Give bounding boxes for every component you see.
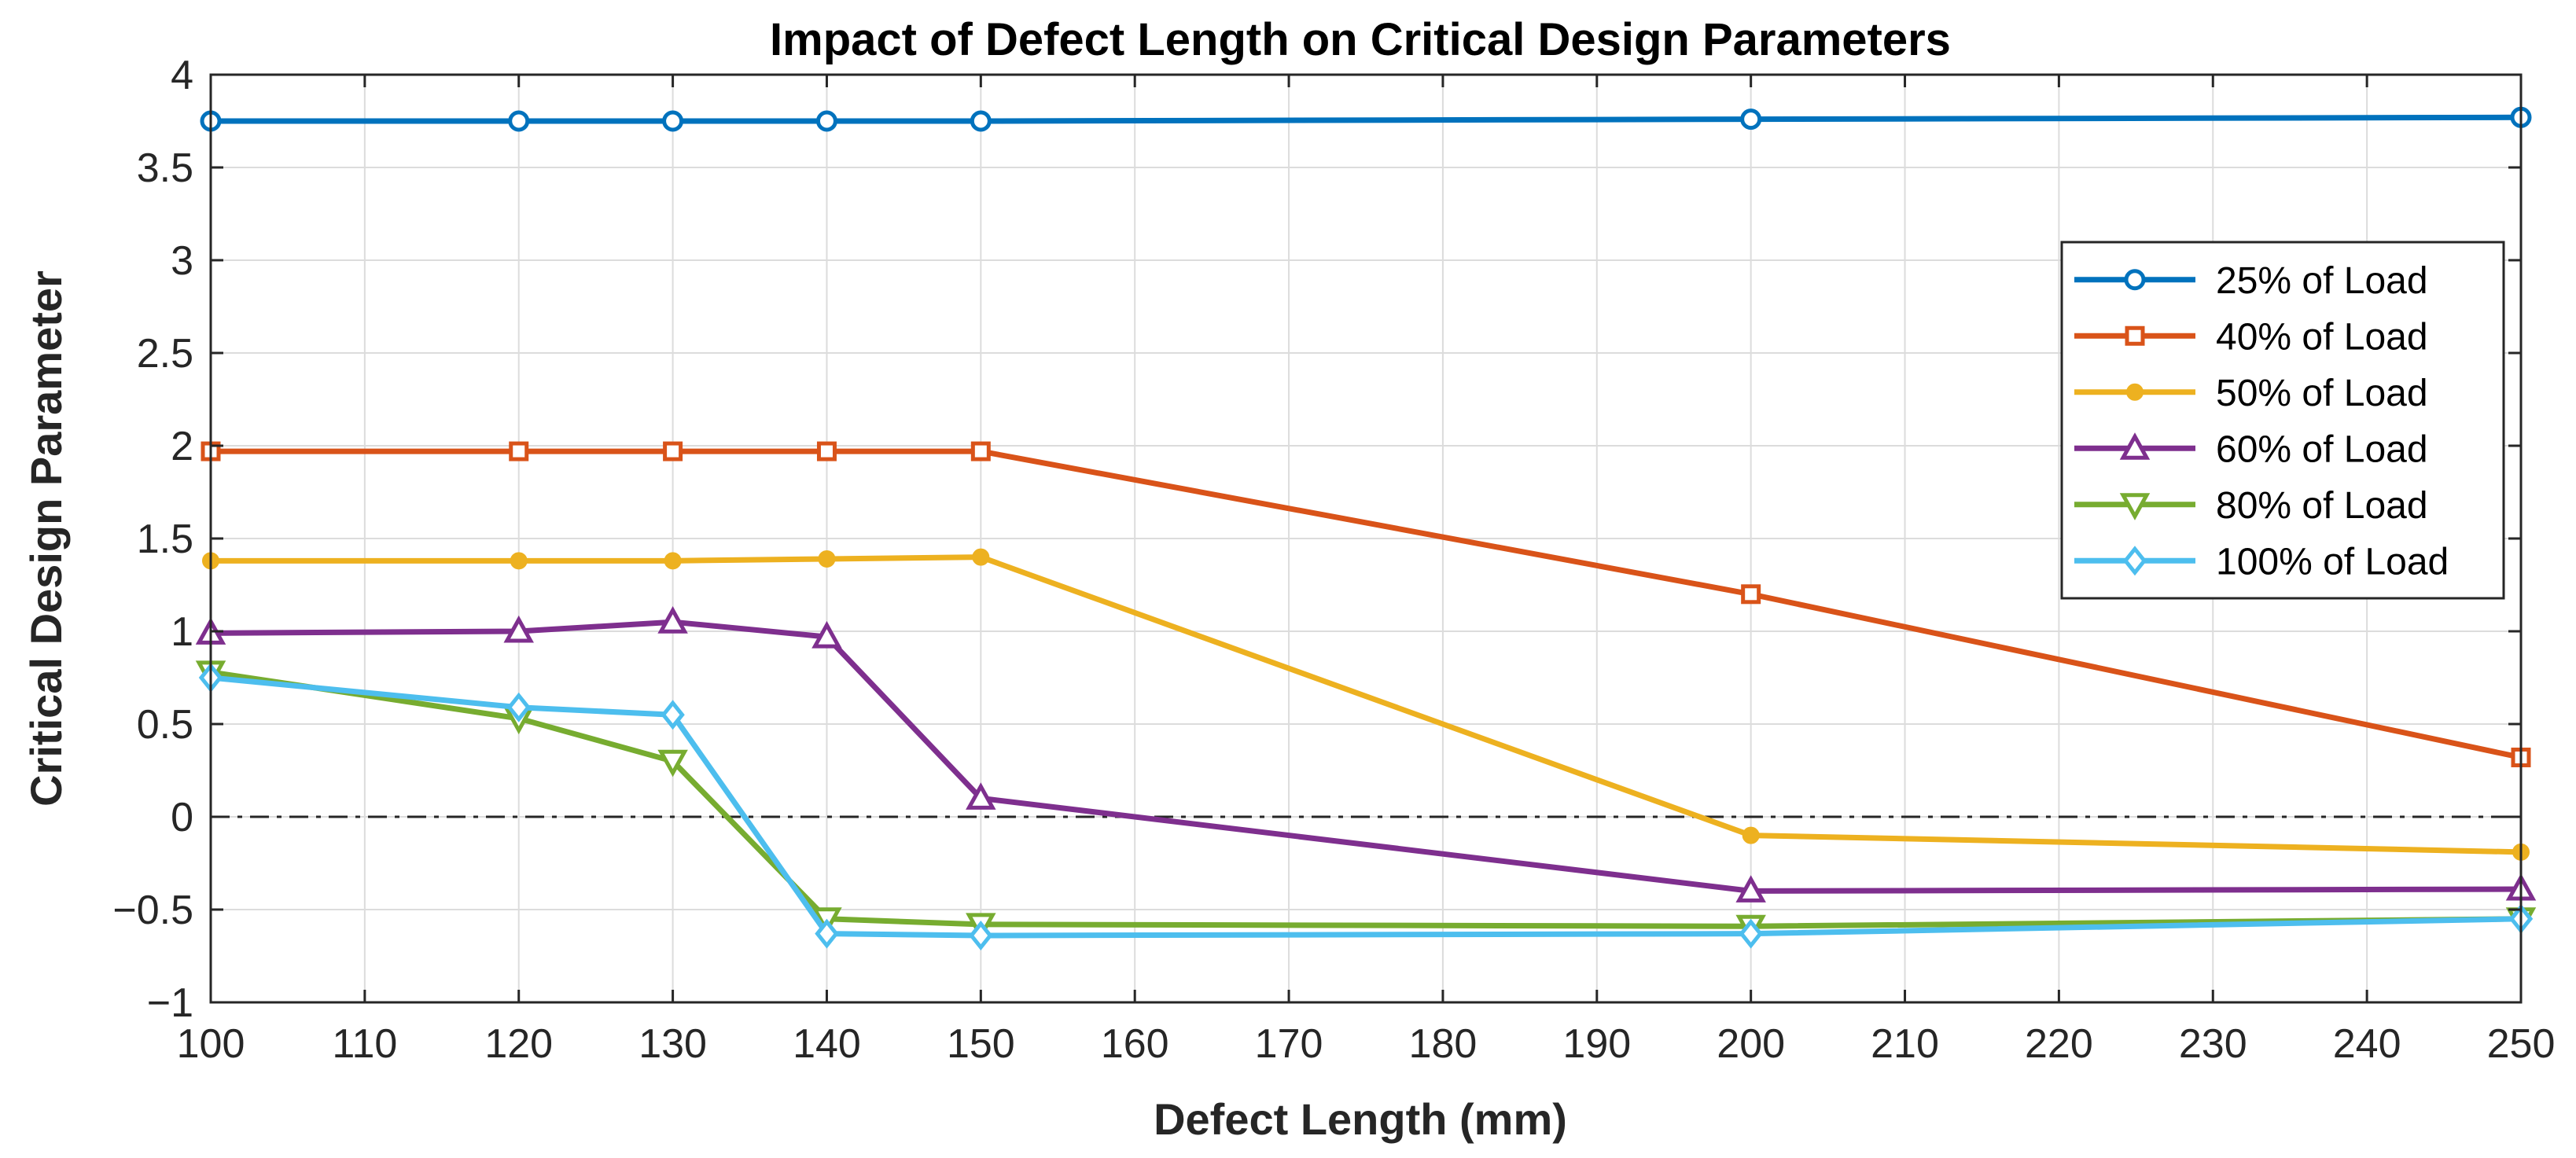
y-tick-label: 1: [171, 609, 193, 655]
x-tick-label: 100: [177, 1021, 245, 1067]
data-point: [972, 548, 990, 566]
x-tick-label: 230: [2179, 1021, 2247, 1067]
y-tick-label: 1.5: [137, 517, 193, 562]
legend-label: 80% of Load: [2216, 485, 2428, 527]
data-point: [970, 110, 992, 132]
series-line: [208, 619, 2524, 894]
x-tick-label: 180: [1409, 1021, 1478, 1067]
axes: [209, 73, 2523, 1004]
tick-labels: 100 110 120 130 140 150 160 170 180 190 200 210 220 2…: [112, 53, 2555, 1067]
data-point: [1742, 826, 1760, 844]
x-tick-label: 220: [2025, 1021, 2093, 1067]
legend-marker: [2119, 432, 2151, 460]
y-tick-label: 0.5: [137, 702, 193, 748]
y-tick-label: 3: [171, 238, 193, 284]
series-line: [208, 675, 2524, 939]
legend-item: 60% of Load: [2074, 428, 2428, 470]
data-point: [811, 620, 842, 649]
y-tick-label: 4: [171, 53, 193, 98]
data-point: [657, 606, 688, 634]
legend-marker: [2125, 325, 2145, 346]
x-tick-label: 170: [1255, 1021, 1323, 1067]
data-point: [818, 550, 836, 568]
x-tick-label: 140: [793, 1021, 861, 1067]
y-tick-label: 2: [171, 424, 193, 469]
legend-label: 40% of Load: [2216, 316, 2428, 358]
x-tick-label: 200: [1717, 1021, 1785, 1067]
x-tick-label: 110: [332, 1021, 397, 1067]
legend-item: 50% of Load: [2074, 373, 2428, 414]
data-point: [510, 552, 528, 570]
x-tick-label: 130: [638, 1021, 707, 1067]
x-axis-label: Defect Length (mm): [1154, 1094, 1567, 1144]
legend-label: 100% of Load: [2216, 541, 2449, 583]
data-point: [815, 110, 837, 132]
data-point: [503, 615, 534, 643]
data-point: [966, 782, 996, 810]
x-tick-label: 150: [947, 1021, 1015, 1067]
legend-label: 25% of Load: [2216, 260, 2428, 302]
series-6: [198, 662, 2534, 951]
data-point: [1740, 108, 1762, 131]
data-point: [661, 700, 685, 730]
series-line: [208, 114, 2524, 124]
plot-frame: [209, 73, 2523, 1004]
data-point: [506, 692, 531, 722]
legend-item: 40% of Load: [2074, 316, 2428, 358]
series-1: [200, 106, 2532, 132]
data-point: [662, 110, 684, 132]
data-point: [815, 918, 839, 949]
x-tick-label: 240: [2333, 1021, 2401, 1067]
legend-item: 80% of Load: [2074, 485, 2428, 527]
legend-marker: [2122, 546, 2147, 576]
series-5: [195, 660, 2537, 943]
series-line: [208, 554, 2524, 855]
data-point: [969, 921, 993, 951]
x-tick-label: 250: [2487, 1021, 2556, 1067]
series-4: [195, 606, 2537, 903]
data-point: [970, 441, 991, 461]
legend-item: 25% of Load: [2074, 260, 2428, 302]
y-tick-label: 2.5: [137, 331, 193, 377]
legend-item: 100% of Load: [2074, 541, 2449, 583]
data-point: [1739, 918, 1763, 949]
data-point: [508, 110, 530, 132]
data-point: [816, 441, 837, 461]
y-axis-label: Critical Design Parameter: [21, 270, 71, 807]
x-tick-label: 210: [1871, 1021, 1939, 1067]
legend-label: 50% of Load: [2216, 373, 2428, 414]
data-point: [509, 441, 529, 461]
x-tick-label: 190: [1562, 1021, 1631, 1067]
y-tick-label: −0.5: [112, 888, 193, 933]
y-tick-label: 0: [171, 795, 193, 840]
legend-box: [2060, 241, 2505, 600]
chart-title: Impact of Defect Length on Critical Desi…: [770, 14, 1951, 65]
data-point: [664, 552, 682, 570]
legend-label: 60% of Load: [2216, 428, 2428, 470]
y-tick-label: 3.5: [137, 145, 193, 191]
legend-marker: [2124, 269, 2146, 291]
y-tick-label: −1: [147, 980, 193, 1026]
legend: 25% of Load 40% of Load 50% of Load 60% of …: [2060, 241, 2505, 600]
x-tick-label: 160: [1101, 1021, 1169, 1067]
data-point: [1735, 875, 1766, 903]
series-3: [202, 548, 2530, 861]
legend-marker: [2126, 383, 2144, 401]
series-2: [201, 441, 2531, 767]
x-tick-label: 120: [484, 1021, 553, 1067]
data-point: [663, 441, 683, 461]
data-point: [657, 749, 688, 778]
legend-marker: [2119, 493, 2151, 520]
data-point: [1741, 584, 1761, 605]
